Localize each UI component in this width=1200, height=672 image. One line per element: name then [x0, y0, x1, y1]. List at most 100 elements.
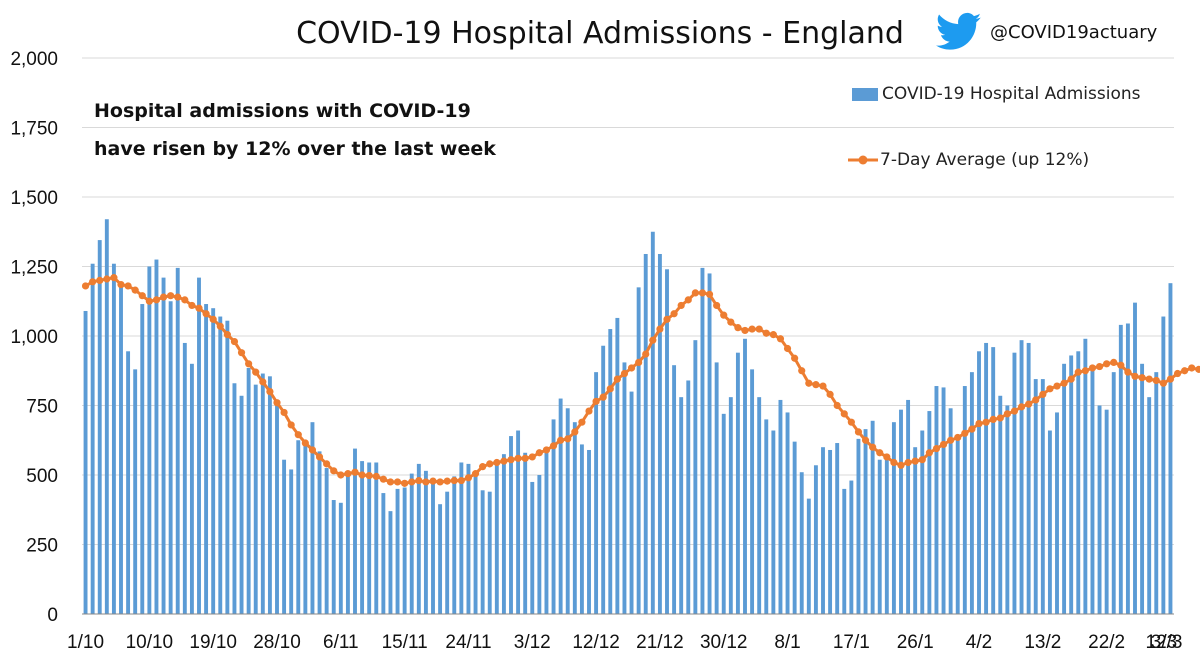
average-marker [549, 442, 558, 450]
average-marker [776, 335, 785, 343]
legend-label-average: 7-Day Average (up 12%) [880, 150, 1090, 170]
average-marker [195, 304, 203, 312]
average-marker [344, 470, 352, 478]
admissions-bar [948, 408, 953, 614]
average-marker [869, 443, 877, 451]
average-marker [975, 419, 983, 428]
admissions-bar [806, 498, 811, 614]
admissions-bar [594, 372, 599, 614]
average-marker [110, 274, 118, 282]
admissions-bar [97, 240, 102, 614]
average-marker [1145, 375, 1153, 383]
admissions-bar [197, 277, 201, 614]
average-marker [705, 290, 714, 298]
average-marker [819, 382, 827, 390]
admissions-bar [969, 372, 974, 614]
admissions-bar [551, 419, 556, 614]
average-marker [379, 475, 387, 483]
average-marker [1131, 372, 1139, 380]
average-marker [401, 479, 409, 487]
annotation-text: Hospital admissions with COVID-19 have r… [94, 92, 496, 168]
admissions-bar [204, 304, 209, 614]
legend-label-admissions: COVID-19 Hospital Admissions [882, 84, 1141, 104]
admissions-bar [1104, 409, 1109, 614]
average-marker [542, 446, 551, 454]
average-marker [96, 276, 104, 284]
admissions-bar [246, 367, 251, 614]
average-marker [599, 393, 607, 401]
average-marker [1124, 368, 1132, 376]
x-tick-label: 19/10 [189, 632, 237, 653]
admissions-bar [998, 395, 1003, 614]
admissions-bar [728, 397, 733, 614]
admissions-bar [884, 458, 889, 614]
average-marker [471, 470, 480, 478]
admissions-bar [516, 430, 521, 614]
admissions-bar [473, 475, 478, 614]
average-marker [486, 460, 494, 468]
average-marker [450, 476, 458, 485]
admissions-bar [1090, 370, 1095, 614]
admissions-bar [111, 263, 116, 614]
average-marker [202, 310, 210, 318]
x-tick-label: 3/3 [1151, 632, 1177, 653]
y-tick-label: 2,000 [10, 49, 58, 70]
admissions-bar [615, 317, 620, 614]
average-marker [252, 368, 260, 376]
admissions-bar [324, 468, 329, 614]
admissions-bar [423, 470, 428, 614]
admissions-bar [360, 461, 365, 614]
admissions-bar [480, 490, 485, 614]
admissions-bar [104, 219, 109, 615]
admissions-bar [168, 301, 173, 614]
admissions-bar [984, 342, 989, 614]
admissions-bar [487, 491, 492, 614]
average-marker [968, 425, 976, 433]
admissions-bar [1161, 316, 1166, 614]
admissions-bar [601, 345, 606, 614]
y-tick-label: 1,000 [10, 327, 58, 348]
admissions-bar [920, 430, 925, 614]
y-tick-label: 500 [26, 466, 58, 487]
average-marker [1010, 407, 1019, 415]
average-marker [642, 350, 650, 358]
average-marker [500, 457, 508, 465]
average-marker [904, 458, 912, 467]
average-marker [585, 407, 593, 415]
admissions-bar [707, 273, 712, 614]
average-marker [805, 379, 813, 387]
admissions-bar [544, 449, 549, 614]
average-marker [1025, 400, 1033, 408]
average-marker [358, 471, 366, 479]
admissions-bar [650, 231, 655, 614]
admissions-bar [629, 391, 634, 614]
average-marker [1181, 367, 1189, 375]
average-marker [1166, 375, 1175, 383]
admissions-bar [1140, 363, 1145, 614]
average-marker [1081, 367, 1089, 375]
admissions-bar [218, 316, 223, 614]
average-marker [876, 449, 884, 457]
average-marker [677, 301, 685, 310]
average-marker [89, 278, 97, 286]
admissions-bar [395, 488, 400, 614]
admissions-bar [296, 440, 301, 614]
average-marker [826, 390, 834, 398]
average-marker [464, 474, 473, 482]
average-marker [209, 315, 217, 323]
admissions-bar [509, 436, 513, 614]
admissions-bar [608, 329, 613, 614]
admissions-bar [310, 422, 315, 614]
admissions-bar [657, 253, 662, 615]
admissions-bar [1097, 405, 1102, 614]
average-marker [528, 453, 536, 461]
average-marker [854, 428, 863, 436]
average-marker [223, 331, 231, 339]
average-marker [613, 375, 621, 383]
average-marker [216, 322, 224, 330]
admissions-bar [374, 462, 379, 614]
average-marker [507, 456, 515, 464]
average-marker [812, 381, 820, 389]
x-tick-label: 10/10 [126, 632, 174, 653]
admissions-bar [764, 419, 769, 614]
